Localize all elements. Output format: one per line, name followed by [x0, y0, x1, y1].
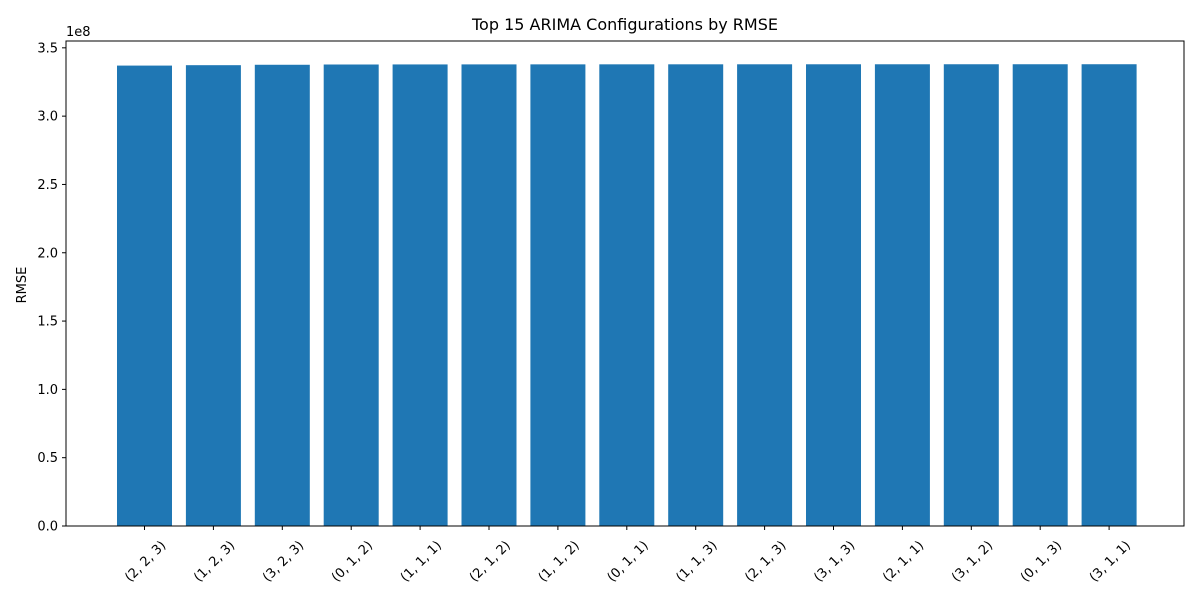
- x-tick-label: (1, 2, 3): [191, 538, 238, 585]
- bar: [1012, 64, 1068, 527]
- x-axis-ticks: (2, 2, 3) (1, 2, 3) (3, 2, 3) (0, 1, 2) (1, …: [122, 526, 1134, 585]
- y-tick-label: 1.5: [37, 315, 58, 330]
- x-tick-label: (0, 1, 2): [329, 538, 376, 585]
- y-tick-label: 2.5: [37, 178, 58, 193]
- bar: [185, 65, 241, 527]
- x-tick-label: (1, 1, 2): [536, 538, 583, 585]
- bar: [117, 65, 172, 526]
- bars-group: [117, 64, 1137, 527]
- x-tick-label: (3, 1, 1): [1087, 538, 1134, 585]
- bar: [943, 64, 999, 526]
- bar: [530, 64, 586, 527]
- bar: [806, 64, 861, 526]
- bar: [599, 64, 655, 526]
- x-tick-label: (3, 1, 3): [811, 538, 858, 585]
- plot-frame: [65, 40, 1185, 527]
- bar: [323, 64, 379, 526]
- x-tick-label: (1, 1, 1): [398, 538, 445, 585]
- y-axis-label: RMSE: [15, 267, 30, 304]
- bar: [461, 64, 517, 526]
- x-tick-label: (1, 1, 3): [674, 538, 721, 585]
- x-tick-label: (2, 1, 3): [742, 538, 789, 585]
- bar: [1081, 64, 1137, 526]
- bar: [737, 64, 793, 526]
- y-tick-label: 2.0: [37, 246, 58, 261]
- y-axis-ticks: 0.0 0.5 1.0 1.5 2.0 2.5 3.0 3.5: [37, 41, 66, 535]
- y-tick-label: 3.0: [37, 110, 58, 125]
- x-tick-label: (2, 2, 3): [122, 538, 169, 585]
- y-tick-label: 0.5: [37, 451, 58, 466]
- x-tick-label: (0, 1, 1): [605, 538, 652, 585]
- x-tick-label: (3, 2, 3): [260, 538, 307, 585]
- x-tick-label: (3, 1, 2): [949, 538, 996, 585]
- bar: [254, 64, 310, 527]
- x-tick-label: (0, 1, 3): [1018, 538, 1065, 585]
- y-axis-offset-label: 1e8: [66, 25, 91, 40]
- y-tick-label: 1.0: [37, 383, 58, 398]
- y-tick-label: 0.0: [37, 520, 58, 535]
- x-tick-label: (2, 1, 1): [880, 538, 927, 585]
- chart-title: Top 15 ARIMA Configurations by RMSE: [471, 15, 778, 34]
- bar: [668, 64, 724, 526]
- x-tick-label: (2, 1, 2): [467, 538, 514, 585]
- y-tick-label: 3.5: [37, 41, 58, 56]
- bar: [392, 64, 448, 527]
- bar: [874, 64, 930, 527]
